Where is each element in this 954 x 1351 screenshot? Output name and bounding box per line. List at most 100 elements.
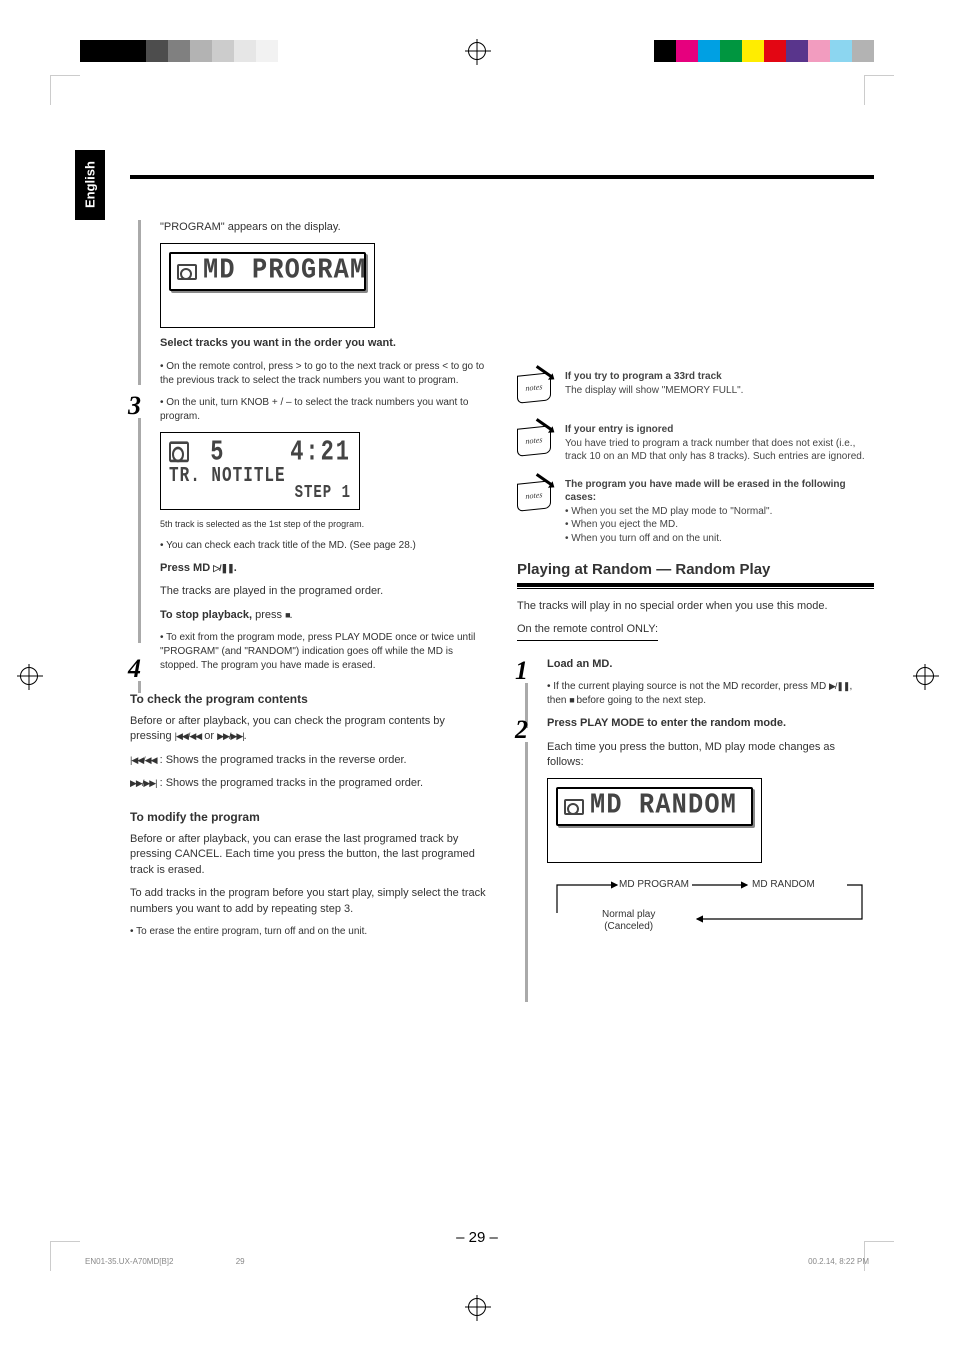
lcd-text: MD RANDOM xyxy=(590,787,737,827)
reg-swatch xyxy=(808,40,830,62)
reg-swatch xyxy=(786,40,808,62)
step1-title: Load an MD. xyxy=(547,657,874,672)
modify-program-heading: To modify the program xyxy=(130,809,487,826)
play-pause-icon: ▶/❚❚ xyxy=(829,681,850,691)
prev-rew-icon: |◀◀/◀◀ xyxy=(175,731,202,741)
lcd-display-program: MD PROGRAM xyxy=(160,243,375,328)
crop-mark xyxy=(864,75,904,115)
note1-text: If you try to program a 33rd trackThe di… xyxy=(565,370,874,409)
random-intro: The tracks will play in no special order… xyxy=(517,599,874,614)
note-block-3: notes The program you have made will be … xyxy=(517,478,874,546)
step2-title: Press PLAY MODE to enter the random mode… xyxy=(547,716,874,731)
reg-swatch xyxy=(676,40,698,62)
page-content: "PROGRAM" appears on the display. MD PRO… xyxy=(130,220,874,1201)
disc-icon xyxy=(169,441,189,462)
reg-swatch xyxy=(146,40,168,62)
language-tab: English xyxy=(75,150,105,220)
reg-swatch xyxy=(80,40,102,62)
play-pause-icon: ▷/❚❚ xyxy=(213,563,234,573)
header-rule xyxy=(130,175,874,179)
registration-crosshair-bottom xyxy=(468,1298,486,1316)
modify-body3: • To erase the entire program, turn off … xyxy=(130,925,487,939)
footer-timestamp: 00.2.14, 8:22 PM xyxy=(808,1257,869,1266)
registration-crosshair-left xyxy=(20,667,38,685)
flow-arrows xyxy=(547,873,867,937)
registration-crosshair-right xyxy=(916,667,934,685)
lcd-time: 4:21 xyxy=(290,437,351,467)
stop-icon: ■ xyxy=(285,610,289,620)
right-column: notes If you try to program a 33rd track… xyxy=(517,220,874,1201)
reg-swatch xyxy=(124,40,146,62)
crop-mark xyxy=(50,1241,90,1281)
remote-only-label: On the remote control ONLY: xyxy=(517,622,658,640)
lcd-display-random: MD RANDOM xyxy=(547,778,762,863)
reg-swatch xyxy=(102,40,124,62)
registration-crosshair-top xyxy=(468,42,486,60)
note-block-1: notes If you try to program a 33rd track… xyxy=(517,370,874,409)
reg-swatch xyxy=(256,40,278,62)
lcd-display-track: 5 4:21 TR. NOTITLE STEP 1 xyxy=(160,432,360,511)
modify-body1: Before or after playback, you can erase … xyxy=(130,832,487,878)
step3-title: Select tracks you want in the order you … xyxy=(160,336,487,351)
lcd-row3: STEP 1 xyxy=(169,484,351,503)
notes-icon: notes xyxy=(517,423,557,458)
check-program-heading: To check the program contents xyxy=(130,691,487,708)
note3-text: The program you have made will be erased… xyxy=(565,478,874,546)
step-bar xyxy=(138,681,141,693)
notes-icon: notes xyxy=(517,370,557,405)
registration-squares-right xyxy=(654,40,874,62)
reg-swatch xyxy=(764,40,786,62)
fwd-next-icon: ▶▶/▶▶| xyxy=(217,731,244,741)
registration-squares-left xyxy=(80,40,300,62)
note2-text: If your entry is ignoredYou have tried t… xyxy=(565,423,874,464)
left-column: "PROGRAM" appears on the display. MD PRO… xyxy=(130,220,487,1201)
reg-swatch xyxy=(234,40,256,62)
mode-flow-diagram: MD PROGRAM MD RANDOM Normal play (Cancel… xyxy=(547,873,874,937)
reg-swatch xyxy=(720,40,742,62)
step4-line2: The tracks are played in the programed o… xyxy=(160,584,487,599)
step3-note: • You can check each track title of the … xyxy=(160,539,487,553)
lcd-text: MD PROGRAM xyxy=(203,252,366,292)
stop-icon: ■ xyxy=(569,695,573,705)
lcd-row1: 5 4:21 xyxy=(169,437,351,467)
prev-rew-icon: |◀◀/◀◀ xyxy=(130,755,157,765)
step-bar xyxy=(138,418,141,643)
reg-swatch xyxy=(852,40,874,62)
step-bar xyxy=(525,742,528,1002)
reg-swatch xyxy=(742,40,764,62)
footer-doc-id: EN01-35.UX-A70MD[B]2 29 xyxy=(85,1257,245,1266)
disc-icon xyxy=(564,799,584,815)
lcd-caption: 5th track is selected as the 1st step of… xyxy=(160,518,487,531)
check-rev: |◀◀/◀◀ : Shows the programed tracks in t… xyxy=(130,753,487,768)
check-body: Before or after playback, you can check … xyxy=(130,714,487,745)
reg-swatch xyxy=(168,40,190,62)
step3-sub2: • On the unit, turn KNOB + / – to select… xyxy=(160,396,487,424)
intro-text: "PROGRAM" appears on the display. xyxy=(160,220,487,235)
crop-mark xyxy=(864,1241,904,1281)
check-fwd: ▶▶/▶▶| : Shows the programed tracks in t… xyxy=(130,776,487,791)
step3-sub1: • On the remote control, press > to go t… xyxy=(160,360,487,388)
step4-note: • To exit from the program mode, press P… xyxy=(160,631,487,673)
step4-stop: To stop playback, press ■. xyxy=(160,608,487,623)
step1-sub: • If the current playing source is not t… xyxy=(547,680,874,708)
modify-body2: To add tracks in the program before you … xyxy=(130,886,487,917)
step-bar xyxy=(138,220,141,385)
step2-sub: Each time you press the button, MD play … xyxy=(547,740,874,771)
reg-swatch xyxy=(830,40,852,62)
random-play-heading: Playing at Random — Random Play xyxy=(517,559,874,587)
page-number: – 29 – xyxy=(456,1229,498,1246)
reg-swatch xyxy=(212,40,234,62)
fwd-next-icon: ▶▶/▶▶| xyxy=(130,778,157,788)
flow-node-normal: Normal play (Canceled) xyxy=(602,909,655,933)
flow-node-program: MD PROGRAM xyxy=(619,879,689,891)
crop-mark xyxy=(50,75,90,115)
step4-title: Press MD ▷/❚❚. xyxy=(160,561,487,576)
flow-node-random: MD RANDOM xyxy=(752,879,815,891)
reg-swatch xyxy=(698,40,720,62)
notes-icon: notes xyxy=(517,478,557,513)
reg-swatch xyxy=(654,40,676,62)
note-block-2: notes If your entry is ignoredYou have t… xyxy=(517,423,874,464)
reg-swatch xyxy=(278,40,300,62)
reg-swatch xyxy=(190,40,212,62)
disc-icon xyxy=(177,264,197,280)
